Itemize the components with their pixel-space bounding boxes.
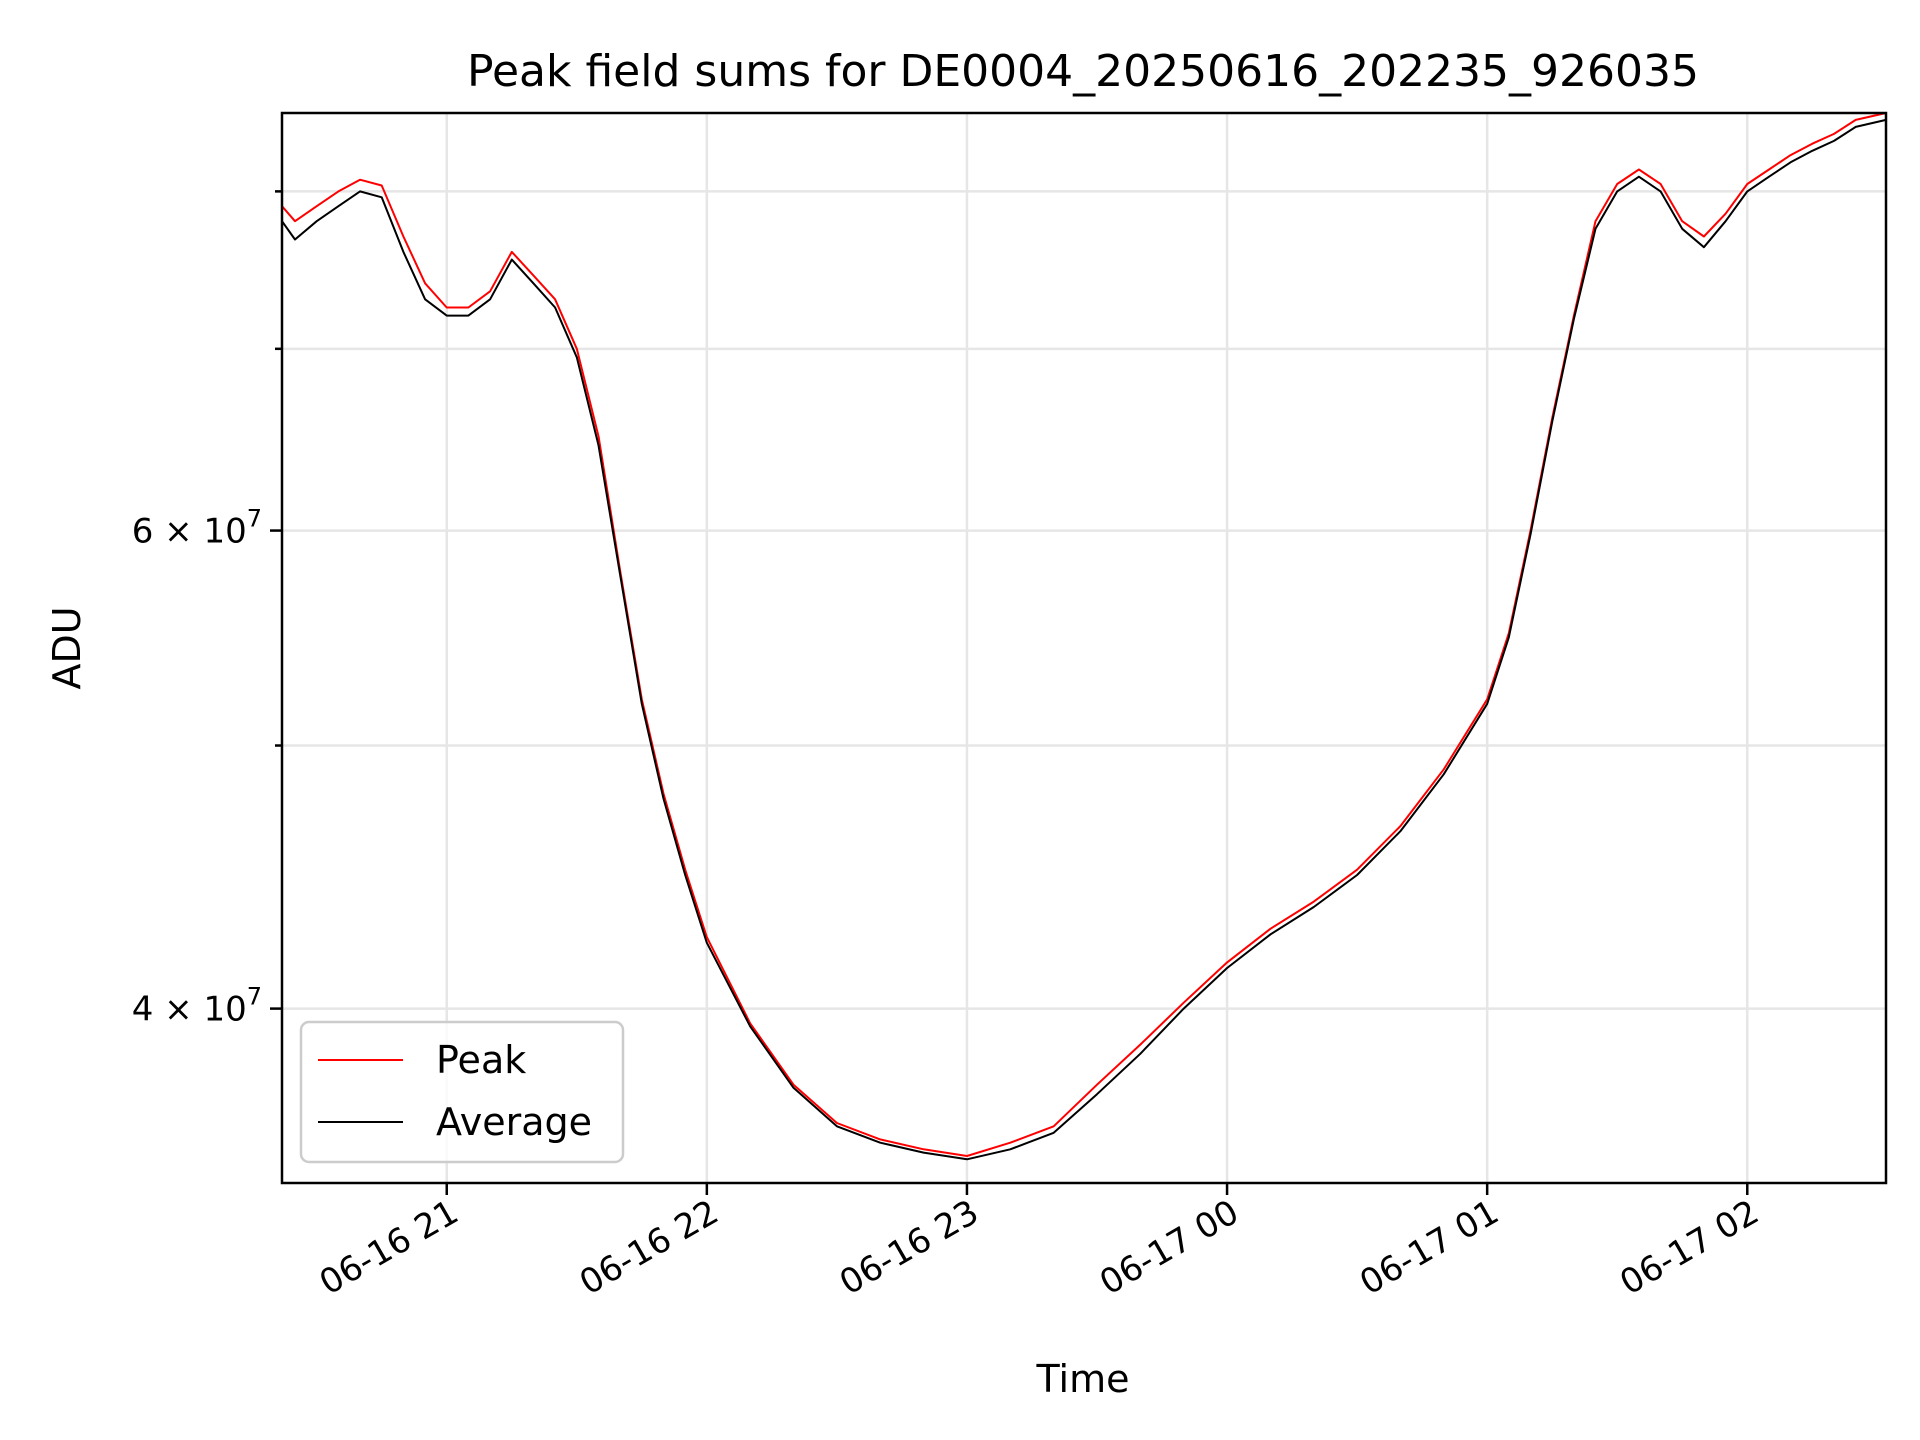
y-axis: 4 × 107 6 × 107 bbox=[132, 190, 282, 1030]
x-axis-label: Time bbox=[1036, 1357, 1130, 1401]
legend-label-average: Average bbox=[436, 1100, 592, 1144]
series-line-average bbox=[281, 118, 1887, 1161]
plot-frame bbox=[280, 111, 1888, 1185]
legend-label-peak: Peak bbox=[436, 1038, 526, 1082]
y-axis-label: ADU bbox=[45, 606, 89, 689]
y-tick-label: 4 × 107 bbox=[132, 983, 262, 1030]
y-tick-label: 6 × 107 bbox=[132, 505, 262, 552]
legend: Peak Average bbox=[299, 1020, 625, 1164]
series-line-peak bbox=[281, 112, 1887, 1157]
legend-box bbox=[299, 1020, 625, 1164]
plot-series bbox=[281, 112, 1887, 1161]
chart-title: Peak field sums for DE0004_20250616_2022… bbox=[467, 46, 1699, 97]
